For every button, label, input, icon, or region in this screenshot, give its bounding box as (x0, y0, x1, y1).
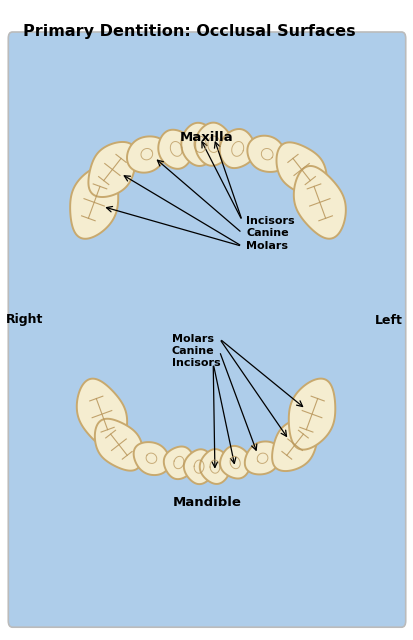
Text: Mandible: Mandible (172, 497, 241, 509)
Polygon shape (288, 379, 335, 450)
Polygon shape (95, 419, 142, 470)
Text: Primary Dentition: Occlusal Surfaces: Primary Dentition: Occlusal Surfaces (23, 24, 354, 39)
Text: Incisors: Incisors (171, 358, 220, 369)
Text: Canine: Canine (246, 228, 288, 238)
Polygon shape (70, 166, 118, 239)
Text: Left: Left (374, 314, 402, 326)
Text: Molars: Molars (171, 333, 213, 344)
Text: Incisors: Incisors (246, 216, 294, 226)
Polygon shape (199, 449, 230, 484)
Polygon shape (195, 123, 232, 166)
Text: Canine: Canine (171, 346, 214, 356)
Polygon shape (181, 123, 218, 166)
Text: Maxilla: Maxilla (180, 131, 233, 145)
Polygon shape (133, 442, 169, 475)
Polygon shape (183, 449, 214, 484)
Polygon shape (76, 379, 127, 449)
Polygon shape (271, 419, 317, 471)
Polygon shape (247, 136, 286, 172)
Polygon shape (127, 136, 166, 173)
Text: Molars: Molars (246, 241, 287, 252)
Polygon shape (220, 446, 250, 479)
Polygon shape (244, 442, 280, 474)
Polygon shape (219, 129, 255, 168)
Text: Right: Right (6, 314, 43, 326)
Polygon shape (158, 130, 194, 169)
Polygon shape (293, 166, 345, 239)
Polygon shape (88, 142, 136, 197)
Polygon shape (164, 447, 194, 479)
Polygon shape (276, 142, 326, 196)
